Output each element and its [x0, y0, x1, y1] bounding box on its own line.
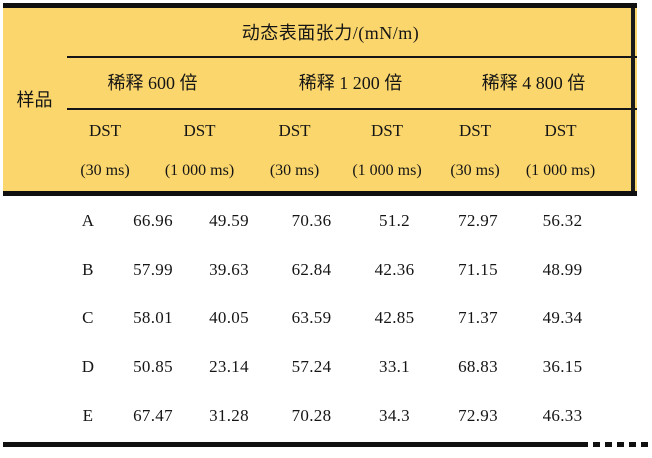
value-cell: 49.59 [209, 210, 249, 230]
value-cell: 56.32 [542, 210, 583, 230]
value-cell: 39.63 [209, 259, 249, 279]
group-header-dilution-4800: 稀释 4 800 倍 [481, 73, 586, 93]
table-bottom-border [3, 442, 581, 447]
header-bottom-border [3, 191, 637, 196]
subheader-interval: (1 000 ms) [164, 162, 235, 179]
value-cell: 71.15 [458, 259, 498, 279]
value-cell: 66.96 [133, 210, 173, 230]
value-cell: 72.97 [458, 210, 498, 230]
value-cell: 40.05 [209, 308, 249, 328]
sample-cell: B [82, 259, 94, 279]
sample-cell: C [82, 308, 94, 328]
value-cell: 50.85 [133, 357, 173, 377]
horizontal-rule-under-title [67, 56, 637, 58]
subheader-dst: DST [278, 120, 311, 140]
group-header-dilution-1200: 稀释 1 200 倍 [298, 73, 403, 93]
table-title: 动态表面张力/(mN/m) [241, 22, 420, 43]
sample-cell: D [81, 357, 95, 377]
value-cell: 46.33 [542, 406, 583, 426]
value-cell: 48.99 [542, 259, 583, 279]
subheader-interval: (1 000 ms) [525, 162, 596, 179]
table-bottom-border-dashed-artifact [581, 442, 649, 447]
value-cell: 63.59 [291, 308, 332, 328]
value-cell: 67.47 [133, 406, 173, 426]
value-cell: 23.14 [209, 357, 249, 377]
sample-cell: A [81, 210, 95, 230]
subheader-dst: DST [183, 120, 216, 140]
value-cell: 57.99 [133, 259, 173, 279]
subheader-interval: (30 ms) [269, 162, 320, 179]
value-cell: 62.84 [291, 259, 332, 279]
value-cell: 51.2 [379, 210, 410, 230]
value-cell: 34.3 [379, 406, 410, 426]
table-top-border [3, 3, 637, 8]
subheader-dst: DST [88, 120, 122, 140]
subheader-interval: (30 ms) [80, 162, 130, 179]
value-cell: 33.1 [379, 357, 410, 377]
horizontal-rule-under-groups [67, 108, 637, 110]
value-cell: 58.01 [133, 308, 173, 328]
sample-cell: E [82, 406, 94, 426]
value-cell: 70.36 [291, 210, 332, 230]
subheader-dst: DST [458, 120, 492, 140]
table-body: A 66.96 49.59 70.36 51.2 72.97 56.32 B 5… [3, 196, 637, 440]
sample-column-header: 样品 [16, 89, 53, 110]
value-cell: 36.15 [542, 357, 583, 377]
value-cell: 49.34 [542, 308, 583, 328]
value-cell: 68.83 [458, 357, 498, 377]
group-header-dilution-600: 稀释 600 倍 [107, 73, 198, 93]
value-cell: 70.28 [291, 406, 332, 426]
value-cell: 42.36 [374, 259, 415, 279]
value-cell: 42.85 [374, 308, 415, 328]
subheader-dst: DST [370, 120, 404, 140]
subheader-dst: DST [544, 120, 577, 140]
header-right-edge-line [631, 8, 635, 191]
subheader-interval: (1 000 ms) [352, 162, 422, 179]
value-cell: 57.24 [291, 357, 332, 377]
value-cell: 31.28 [209, 406, 249, 426]
table-header: 动态表面张力/(mN/m) 样品 稀释 600 倍 稀释 1 200 倍 稀释 … [3, 8, 637, 191]
subheader-interval: (30 ms) [450, 162, 500, 179]
value-cell: 71.37 [458, 308, 498, 328]
value-cell: 72.93 [458, 406, 498, 426]
